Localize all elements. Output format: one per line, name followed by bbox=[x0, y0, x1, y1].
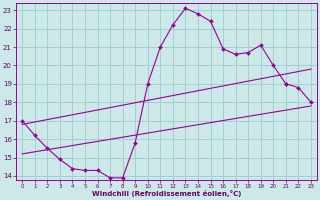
X-axis label: Windchill (Refroidissement éolien,°C): Windchill (Refroidissement éolien,°C) bbox=[92, 190, 241, 197]
